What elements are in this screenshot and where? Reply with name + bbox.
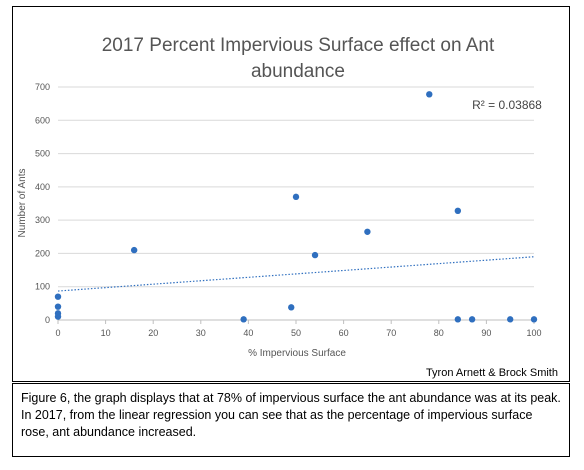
data-point (364, 228, 371, 235)
x-tick-label: 70 (386, 328, 396, 338)
gridlines (58, 86, 534, 288)
data-point (311, 251, 319, 259)
x-tick-label: 50 (291, 328, 301, 338)
y-tick-label: 300 (35, 215, 50, 225)
r-squared-label: R² = 0.03868 (472, 98, 542, 112)
linear-trendline (57, 256, 535, 292)
data-point (288, 304, 295, 311)
chart-title-line-1: 2017 Percent Impervious Surface effect o… (102, 35, 495, 56)
data-point (240, 316, 247, 323)
y-tick-label: 700 (35, 82, 50, 92)
x-tick-label: 0 (55, 328, 60, 338)
y-axis-label: Number of Ants (17, 169, 28, 238)
chart-title-line-2: abundance (251, 61, 345, 82)
data-point (507, 316, 514, 323)
x-tick-label: 90 (481, 328, 491, 338)
trendline-group (57, 256, 535, 292)
axes: 0 100 200 300 400 500 600 700 0 10 20 30 40 50 60 70 80 9… (35, 82, 542, 338)
x-tick-label: 60 (339, 328, 349, 338)
x-tick-label: 10 (101, 328, 111, 338)
author-credit: Tyron Arnett & Brock Smith (425, 367, 558, 379)
data-point (54, 293, 62, 300)
scatter-chart: 2017 Percent Impervious Surface effect o… (17, 35, 542, 359)
data-point (426, 91, 433, 98)
data-point (54, 303, 62, 310)
data-point (468, 316, 476, 323)
y-tick-label: 500 (35, 149, 50, 159)
x-tick-label: 20 (148, 328, 158, 338)
data-point (454, 207, 462, 215)
y-tick-label: 0 (45, 315, 50, 325)
x-tick-label: 40 (243, 328, 253, 338)
y-tick-label: 400 (35, 182, 50, 192)
data-point (54, 313, 62, 320)
x-tick-label: 30 (196, 328, 206, 338)
y-tick-label: 200 (35, 248, 50, 258)
data-point (130, 246, 138, 254)
data-point (530, 316, 538, 323)
data-point (454, 316, 462, 323)
x-axis-label: % Impervious Surface (248, 348, 346, 359)
figure-frame (12, 6, 570, 382)
y-tick-label: 100 (35, 282, 50, 292)
data-points (54, 91, 538, 323)
x-tick-label: 100 (526, 328, 541, 338)
y-tick-label: 600 (35, 115, 50, 125)
data-point (292, 193, 300, 201)
x-tick-label: 80 (434, 328, 444, 338)
figure-caption: Figure 6, the graph displays that at 78%… (12, 383, 570, 457)
